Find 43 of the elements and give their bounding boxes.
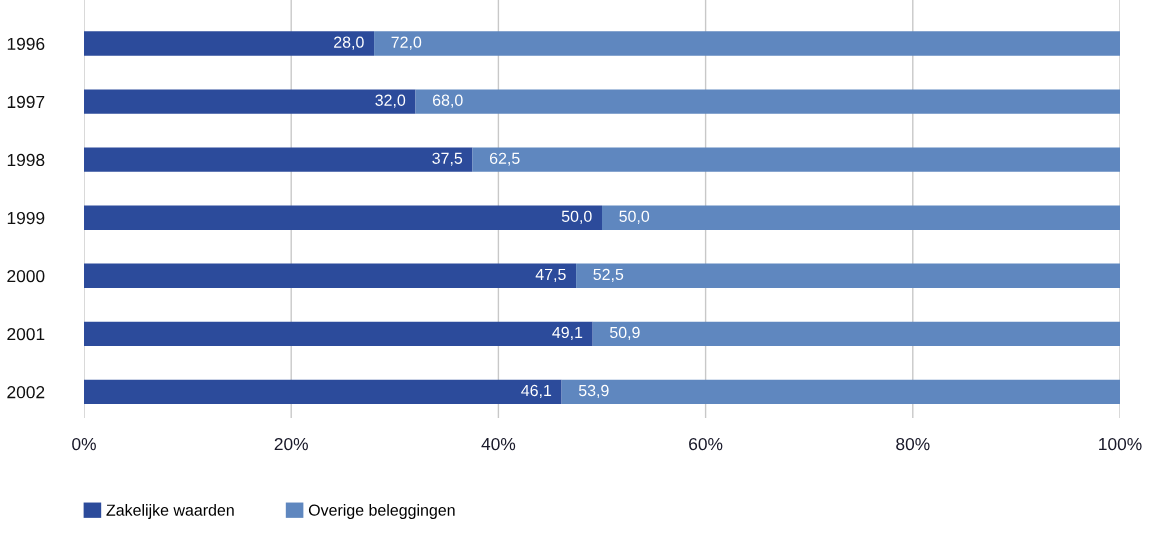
x-tick-label: 60% [689,437,723,451]
x-tick-label: 40% [481,437,516,451]
x-tick-label: 20% [274,437,308,451]
y-tick-label: 2001 [7,327,45,341]
data-label: 50,0 [619,210,650,224]
bar [602,205,1120,230]
data-label: 52,5 [593,268,624,282]
data-label: 50,0 [561,210,592,224]
data-label: 72,0 [391,36,422,50]
data-label: 49,1 [552,326,583,340]
x-tick-label: 100% [1099,437,1142,451]
data-label: 46,1 [521,384,552,399]
data-label: 53,9 [578,384,609,399]
bar [576,263,1120,288]
bar [84,321,593,347]
data-label: 50,9 [609,326,640,340]
bar [472,147,1120,172]
bar [84,31,375,56]
data-label: 32,0 [375,94,406,108]
bar [374,31,1120,56]
bar [84,379,562,405]
x-tick-label: 0% [72,437,96,451]
bar [84,263,577,288]
data-label: 47,5 [535,268,566,282]
data-label: 68,0 [433,94,463,108]
data-label: 28,0 [334,36,364,50]
y-tick-label: 1998 [7,153,45,167]
legend-label: Overige beleggingen [308,504,455,519]
y-tick-label: 1996 [7,37,45,50]
bar [84,205,602,230]
y-tick-label: 1999 [7,211,45,225]
x-tick-label: 80% [896,437,930,451]
bar [592,321,1120,347]
bar [84,147,473,172]
data-label: 37,5 [432,152,463,166]
bar [84,89,416,114]
data-label: 62,5 [489,152,520,166]
y-tick-label: 2000 [7,269,45,283]
y-tick-label: 1997 [7,95,45,109]
y-tick-label: 2002 [7,386,45,399]
bar [561,379,1120,405]
legend-label: Zakelijke waarden [106,504,234,519]
bar [415,89,1120,114]
